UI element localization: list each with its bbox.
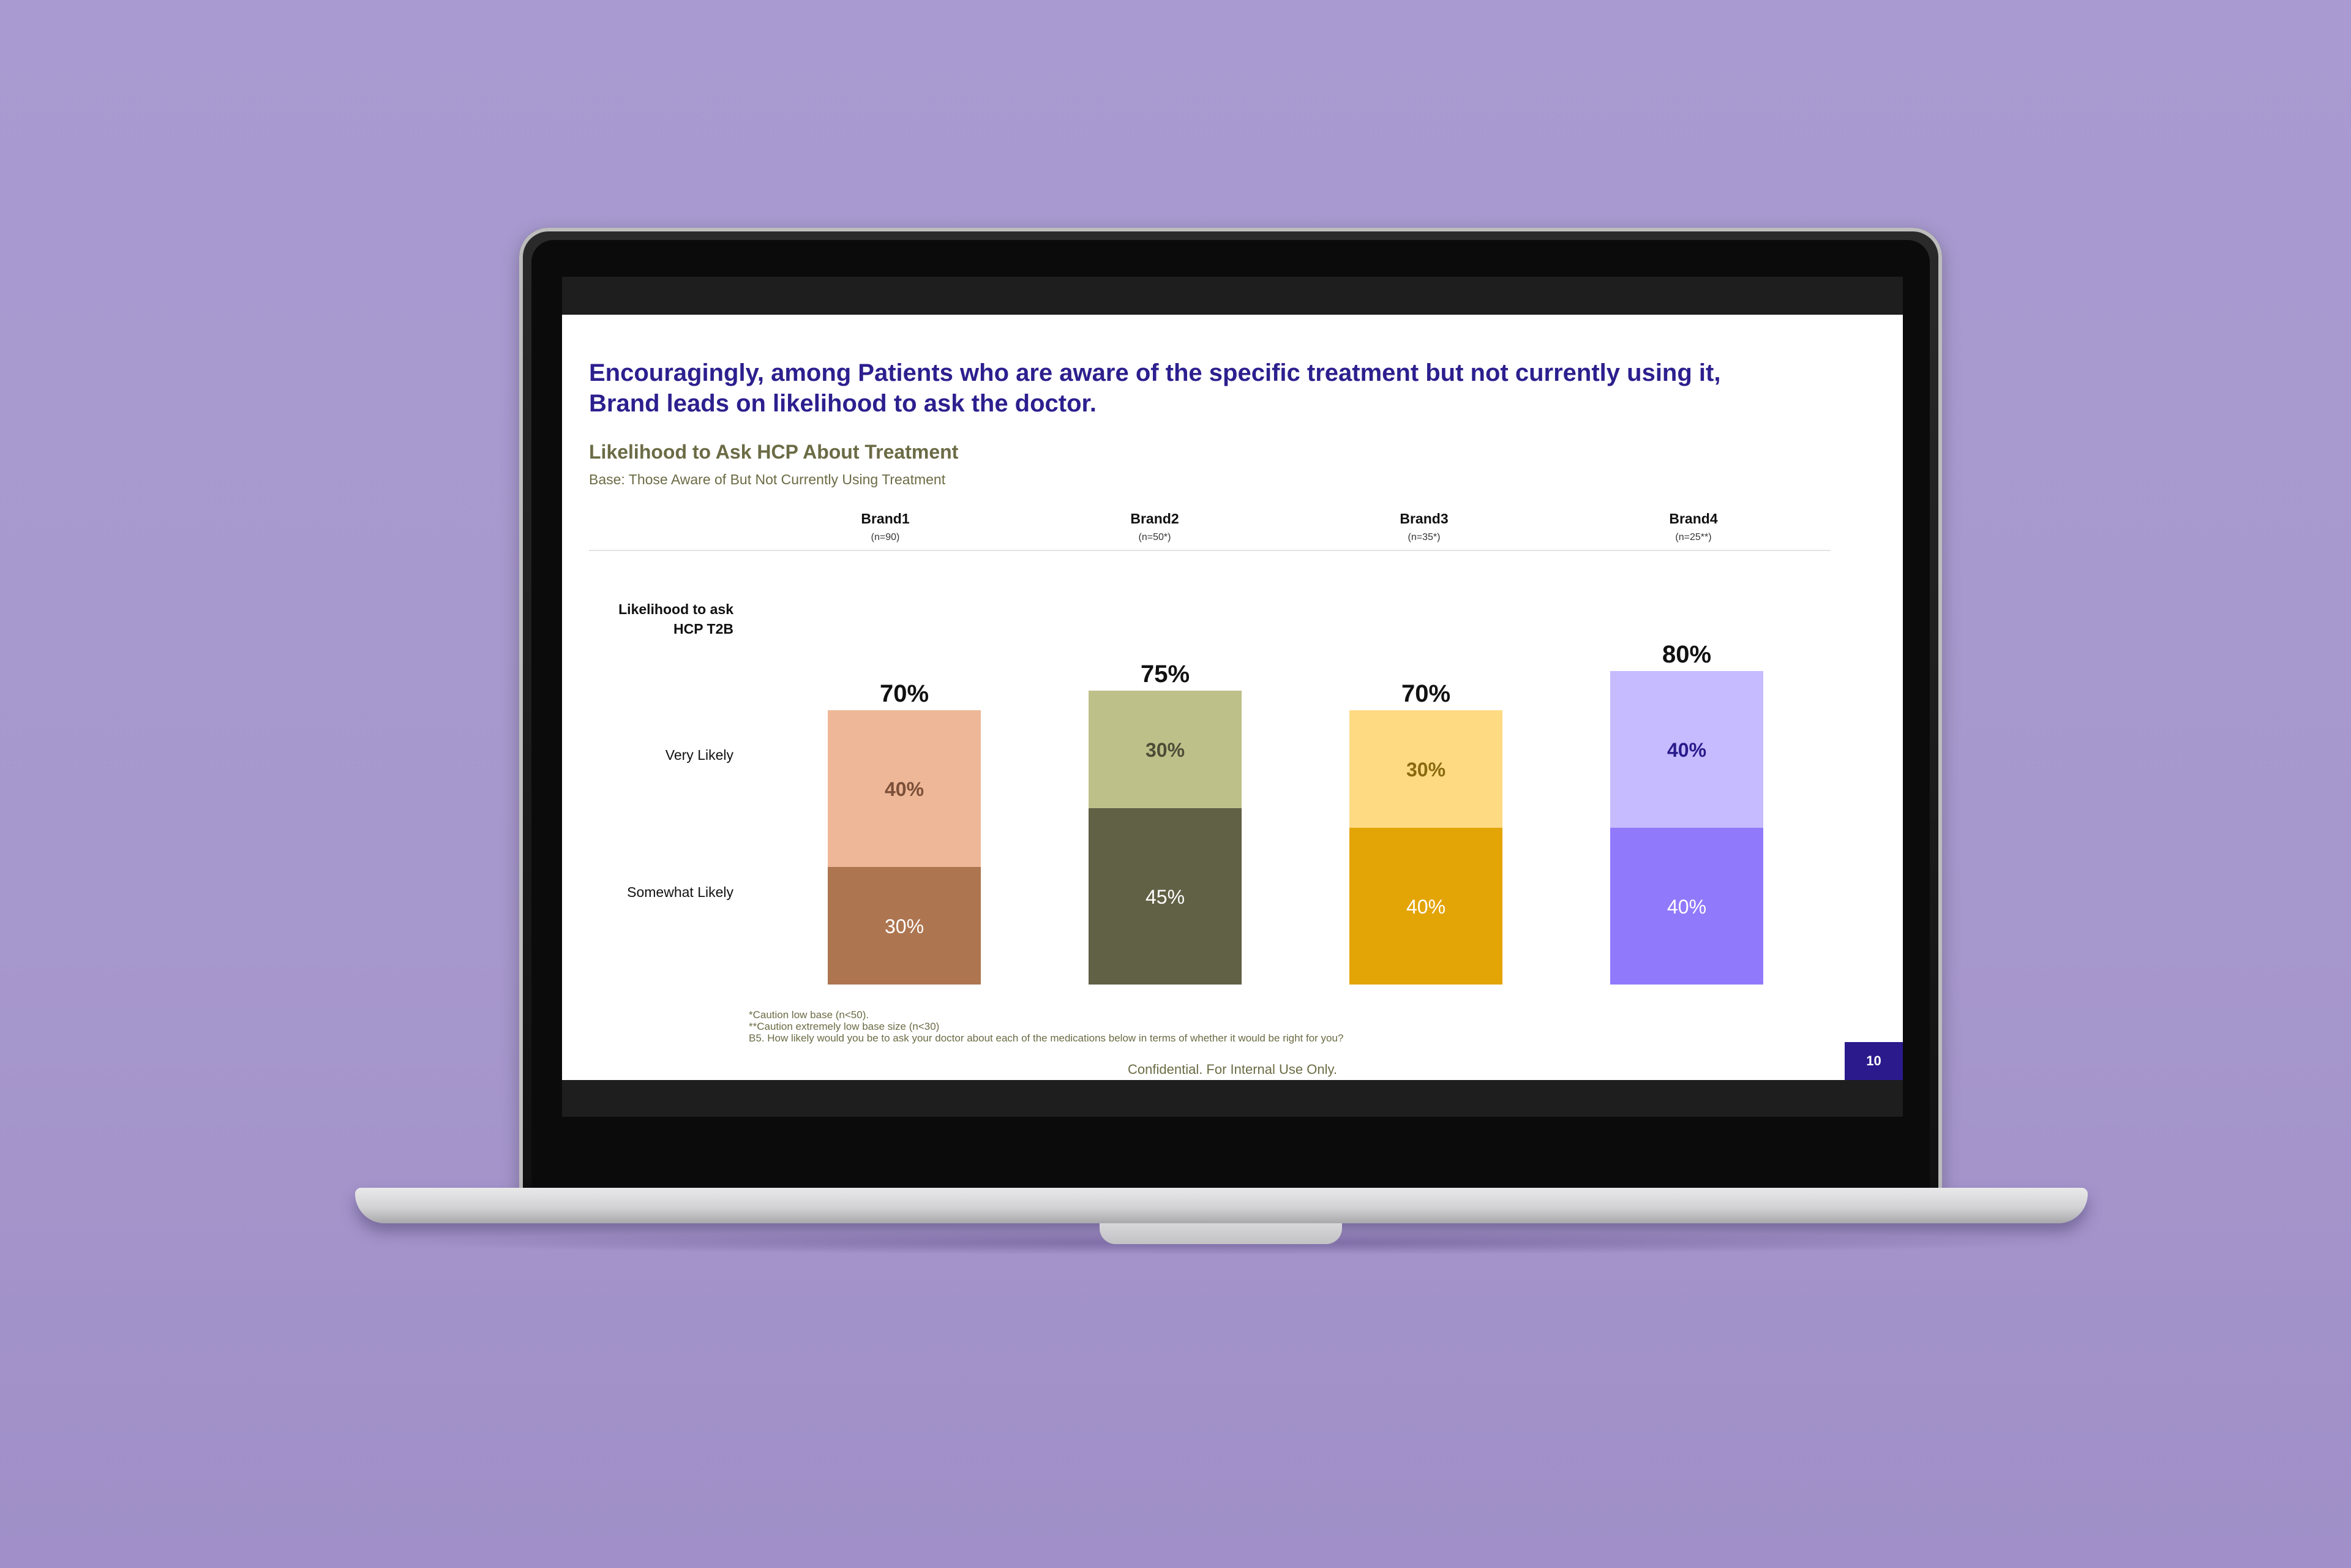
laptop-base	[355, 1188, 2088, 1223]
data-label-somewhat-likely-brand4: 40%	[1667, 896, 1706, 918]
brand-name: Brand3	[1400, 511, 1449, 527]
total-label-brand4: 80%	[1662, 641, 1711, 668]
row-label-t2b-line-2: HCP T2B	[673, 621, 733, 637]
laptop-opening-notch	[1100, 1223, 1342, 1244]
confidential-notice: Confidential. For Internal Use Only.	[1128, 1062, 1337, 1077]
base-size: (n=50*)	[1138, 532, 1171, 542]
data-label-somewhat-likely-brand1: 30%	[885, 915, 924, 937]
chart-title: Likelihood to Ask HCP About Treatment	[589, 441, 959, 463]
base-size: (n=35*)	[1408, 532, 1441, 542]
slide-headline: Encouragingly, among Patients who are aw…	[589, 358, 1752, 419]
total-label-brand2: 75%	[1141, 661, 1190, 688]
base-size: (n=90)	[871, 532, 900, 542]
data-label-very-likely-brand2: 30%	[1146, 739, 1185, 761]
footnote-2: **Caution extremely low base size (n<30)	[749, 1021, 940, 1032]
page-number: 10	[1845, 1042, 1903, 1080]
presentation-slide: Encouragingly, among Patients who are aw…	[562, 315, 1903, 1080]
data-label-somewhat-likely-brand3: 40%	[1406, 896, 1445, 918]
chart-subtitle: Base: Those Aware of But Not Currently U…	[589, 471, 946, 487]
row-label-t2b: Likelihood to ask HCP T2B	[618, 599, 733, 639]
row-label-very-likely: Very Likely	[665, 747, 733, 763]
data-label-very-likely-brand1: 40%	[885, 778, 924, 800]
bar-somewhat-likely-brand4	[1610, 828, 1763, 985]
data-label-very-likely-brand3: 30%	[1406, 759, 1445, 781]
bar-somewhat-likely-brand1	[828, 867, 981, 985]
bar-somewhat-likely-brand3	[1349, 828, 1502, 985]
brand-name: Brand2	[1130, 511, 1179, 527]
header-divider	[589, 550, 1831, 551]
row-label-t2b-line-1: Likelihood to ask	[618, 601, 733, 617]
row-label-somewhat-likely: Somewhat Likely	[627, 884, 733, 900]
headline-line-2: Brand leads on likelihood to ask the doc…	[589, 390, 1097, 417]
bar-very-likely-brand2	[1089, 691, 1242, 808]
column-header-brand4: Brand4 (n=25**)	[1632, 511, 1755, 543]
column-header-brand2: Brand2 (n=50*)	[1093, 511, 1216, 543]
total-label-brand1: 70%	[880, 680, 929, 707]
footnote-3: B5. How likely would you be to ask your …	[749, 1032, 1344, 1044]
column-header-brand3: Brand3 (n=35*)	[1363, 511, 1485, 543]
data-label-very-likely-brand4: 40%	[1667, 739, 1706, 761]
data-label-somewhat-likely-brand2: 45%	[1146, 886, 1185, 908]
bar-somewhat-likely-brand2	[1089, 808, 1242, 985]
total-label-brand3: 70%	[1401, 680, 1450, 707]
footnotes: *Caution low base (n<50). **Caution extr…	[749, 1009, 1343, 1044]
column-header-brand1: Brand1 (n=90)	[824, 511, 947, 543]
bar-very-likely-brand3	[1349, 710, 1502, 828]
laptop-screen: Encouragingly, among Patients who are aw…	[562, 277, 1903, 1117]
base-size: (n=25**)	[1675, 532, 1712, 542]
stacked-bar-chart: 30% 40% 70% 45% 30% 75% 40% 30% 70% 40% 40% 80%	[828, 641, 1763, 985]
headline-line-1: Encouragingly, among Patients who are aw…	[589, 359, 1721, 386]
footnote-1: *Caution low base (n<50).	[749, 1009, 869, 1021]
brand-name: Brand1	[861, 511, 910, 527]
bar-very-likely-brand4	[1610, 671, 1763, 828]
brand-name: Brand4	[1669, 511, 1718, 527]
bar-very-likely-brand1	[828, 710, 981, 867]
